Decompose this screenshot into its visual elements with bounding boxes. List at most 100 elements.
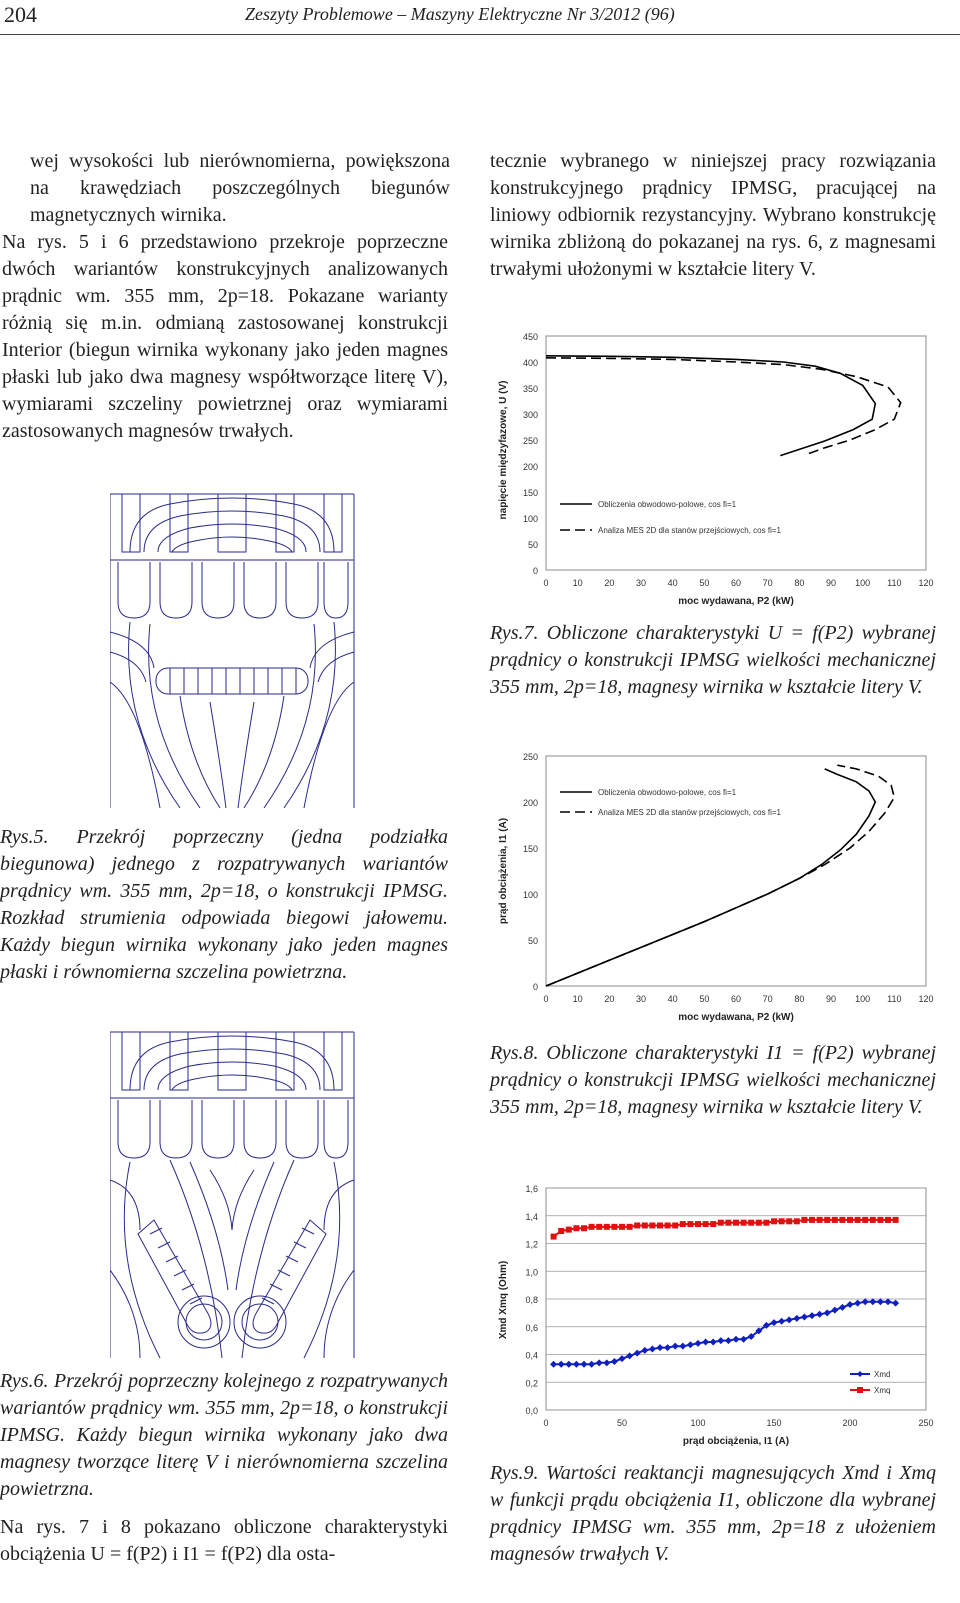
legend-marker: [857, 1387, 863, 1393]
x-tick-label: 50: [617, 1418, 627, 1428]
series-line-1: [553, 1300, 896, 1366]
x-tick-label: 250: [918, 1418, 933, 1428]
x-tick-label: 90: [826, 578, 836, 588]
xmq-point: [649, 1222, 656, 1229]
x-axis-label: moc wydawana, P2 (kW): [678, 596, 794, 607]
y-tick-label: 1,6: [525, 1184, 538, 1194]
x-tick-label: 0: [543, 994, 548, 1004]
x-tick-label: 0: [543, 578, 548, 588]
y-tick-label: 0,8: [525, 1295, 538, 1305]
x-tick-label: 30: [636, 994, 646, 1004]
xmd-point: [854, 1299, 862, 1307]
y-tick-label: 150: [523, 488, 538, 498]
y-tick-label: 250: [523, 436, 538, 446]
xmq-point: [869, 1216, 876, 1223]
plot-area: [545, 335, 927, 571]
xmq-point: [634, 1222, 641, 1229]
xmq-point: [672, 1222, 679, 1229]
y-axis-label: Xmd Xmq (Ohm): [498, 1261, 509, 1339]
xmq-point: [588, 1223, 595, 1230]
y-tick-label: 0,4: [525, 1351, 538, 1361]
xmd-point: [831, 1306, 839, 1314]
xmd-point: [740, 1335, 748, 1343]
xmd-point: [565, 1360, 573, 1368]
xmd-point: [892, 1299, 900, 1307]
fig8-caption: Rys.8. Obliczone charakterystyki I1 = f(…: [490, 1042, 936, 1118]
legend-label: Obliczenia obwodowo-polowe, cos fi=1: [598, 500, 737, 509]
page-number: 204: [4, 2, 37, 27]
legend-label: Obliczenia obwodowo-polowe, cos fi=1: [598, 788, 737, 797]
xmd-point: [884, 1298, 892, 1306]
xmq-point: [748, 1219, 755, 1226]
xmd-point: [694, 1339, 702, 1347]
xmq-point: [573, 1225, 580, 1232]
xmq-point: [695, 1221, 701, 1228]
fig6-cross-section: [110, 1031, 355, 1359]
x-tick-label: 10: [573, 578, 583, 588]
legend-marker: [857, 1371, 863, 1377]
xmd-point: [724, 1337, 732, 1345]
x-tick-label: 50: [699, 994, 709, 1004]
xmq-point: [809, 1216, 815, 1223]
legend-label: Analiza MES 2D dla stanów przejściowych,…: [598, 526, 782, 535]
xmq-point: [710, 1221, 717, 1228]
xmd-point: [823, 1309, 831, 1317]
y-tick-label: 0: [533, 982, 538, 992]
fig6-caption: Rys.6. Przekrój poprzeczny kolejnego z r…: [0, 1370, 448, 1500]
journal-title: Zeszyty Problemowe – Maszyny Elektryczne…: [245, 4, 675, 24]
y-tick-label: 200: [523, 462, 538, 472]
xmd-point: [626, 1352, 634, 1360]
xmd-point: [861, 1298, 869, 1306]
left-paragraph-2: Na rys. 5 i 6 przedstawiono przekroje po…: [2, 231, 448, 442]
x-axis-label: prąd obciążenia, I1 (A): [683, 1436, 789, 1447]
xmq-point: [885, 1216, 891, 1223]
x-tick-label: 110: [887, 578, 901, 588]
xmq-point: [831, 1216, 838, 1223]
legend-label: Analiza MES 2D dla stanów przejściowych,…: [598, 808, 782, 817]
xmd-point: [709, 1338, 717, 1346]
x-tick-label: 40: [668, 578, 678, 588]
xmq-point: [725, 1219, 732, 1226]
legend-label: Xmd: [874, 1370, 890, 1379]
y-tick-label: 400: [523, 358, 538, 368]
xmq-point: [740, 1219, 747, 1226]
y-tick-label: 50: [528, 936, 538, 946]
plot-area: [545, 755, 927, 987]
xmq-point: [854, 1216, 861, 1223]
xmd-point: [747, 1332, 755, 1340]
chart-fig7: 0 50 100 150 200 250 300 350 400 450 0 10 20 30 40 50 60…: [498, 332, 934, 607]
x-axis-label: moc wydawana, P2 (kW): [678, 1012, 794, 1023]
xmq-point: [687, 1221, 694, 1228]
header-rule: [0, 34, 960, 35]
series-line-1: [545, 768, 877, 987]
xmd-point: [778, 1317, 786, 1325]
x-tick-label: 90: [826, 994, 836, 1004]
xmq-point: [596, 1223, 603, 1230]
xmq-point: [786, 1218, 793, 1225]
xmq-point: [611, 1223, 618, 1230]
x-tick-label: 100: [855, 578, 870, 588]
x-tick-label: 100: [690, 1418, 705, 1428]
xmd-point: [603, 1359, 611, 1367]
x-tick-label: 80: [794, 994, 804, 1004]
series-line-2: [545, 764, 896, 987]
x-tick-label: 10: [573, 994, 583, 1004]
xmd-point: [702, 1338, 710, 1346]
xmd-point: [785, 1316, 793, 1324]
fig5-cross-section: [110, 493, 355, 809]
xmd-point: [557, 1360, 565, 1368]
xmq-point: [862, 1216, 869, 1223]
y-tick-label: 1,0: [525, 1267, 538, 1277]
xmd-point: [816, 1310, 824, 1318]
y-tick-label: 300: [523, 410, 538, 420]
fig7-caption: Rys.7. Obliczone charakterystyki U = f(P…: [490, 622, 936, 698]
x-tick-label: 100: [855, 994, 870, 1004]
xmq-point: [558, 1228, 565, 1235]
xmq-point: [717, 1219, 724, 1226]
xmd-point: [641, 1346, 649, 1354]
xmq-point: [550, 1233, 557, 1240]
y-axis-label: napięcie międzyfazowe, U (V): [498, 381, 509, 520]
xmd-point: [580, 1360, 588, 1368]
xmd-point: [846, 1301, 854, 1309]
xmq-point: [565, 1226, 572, 1233]
